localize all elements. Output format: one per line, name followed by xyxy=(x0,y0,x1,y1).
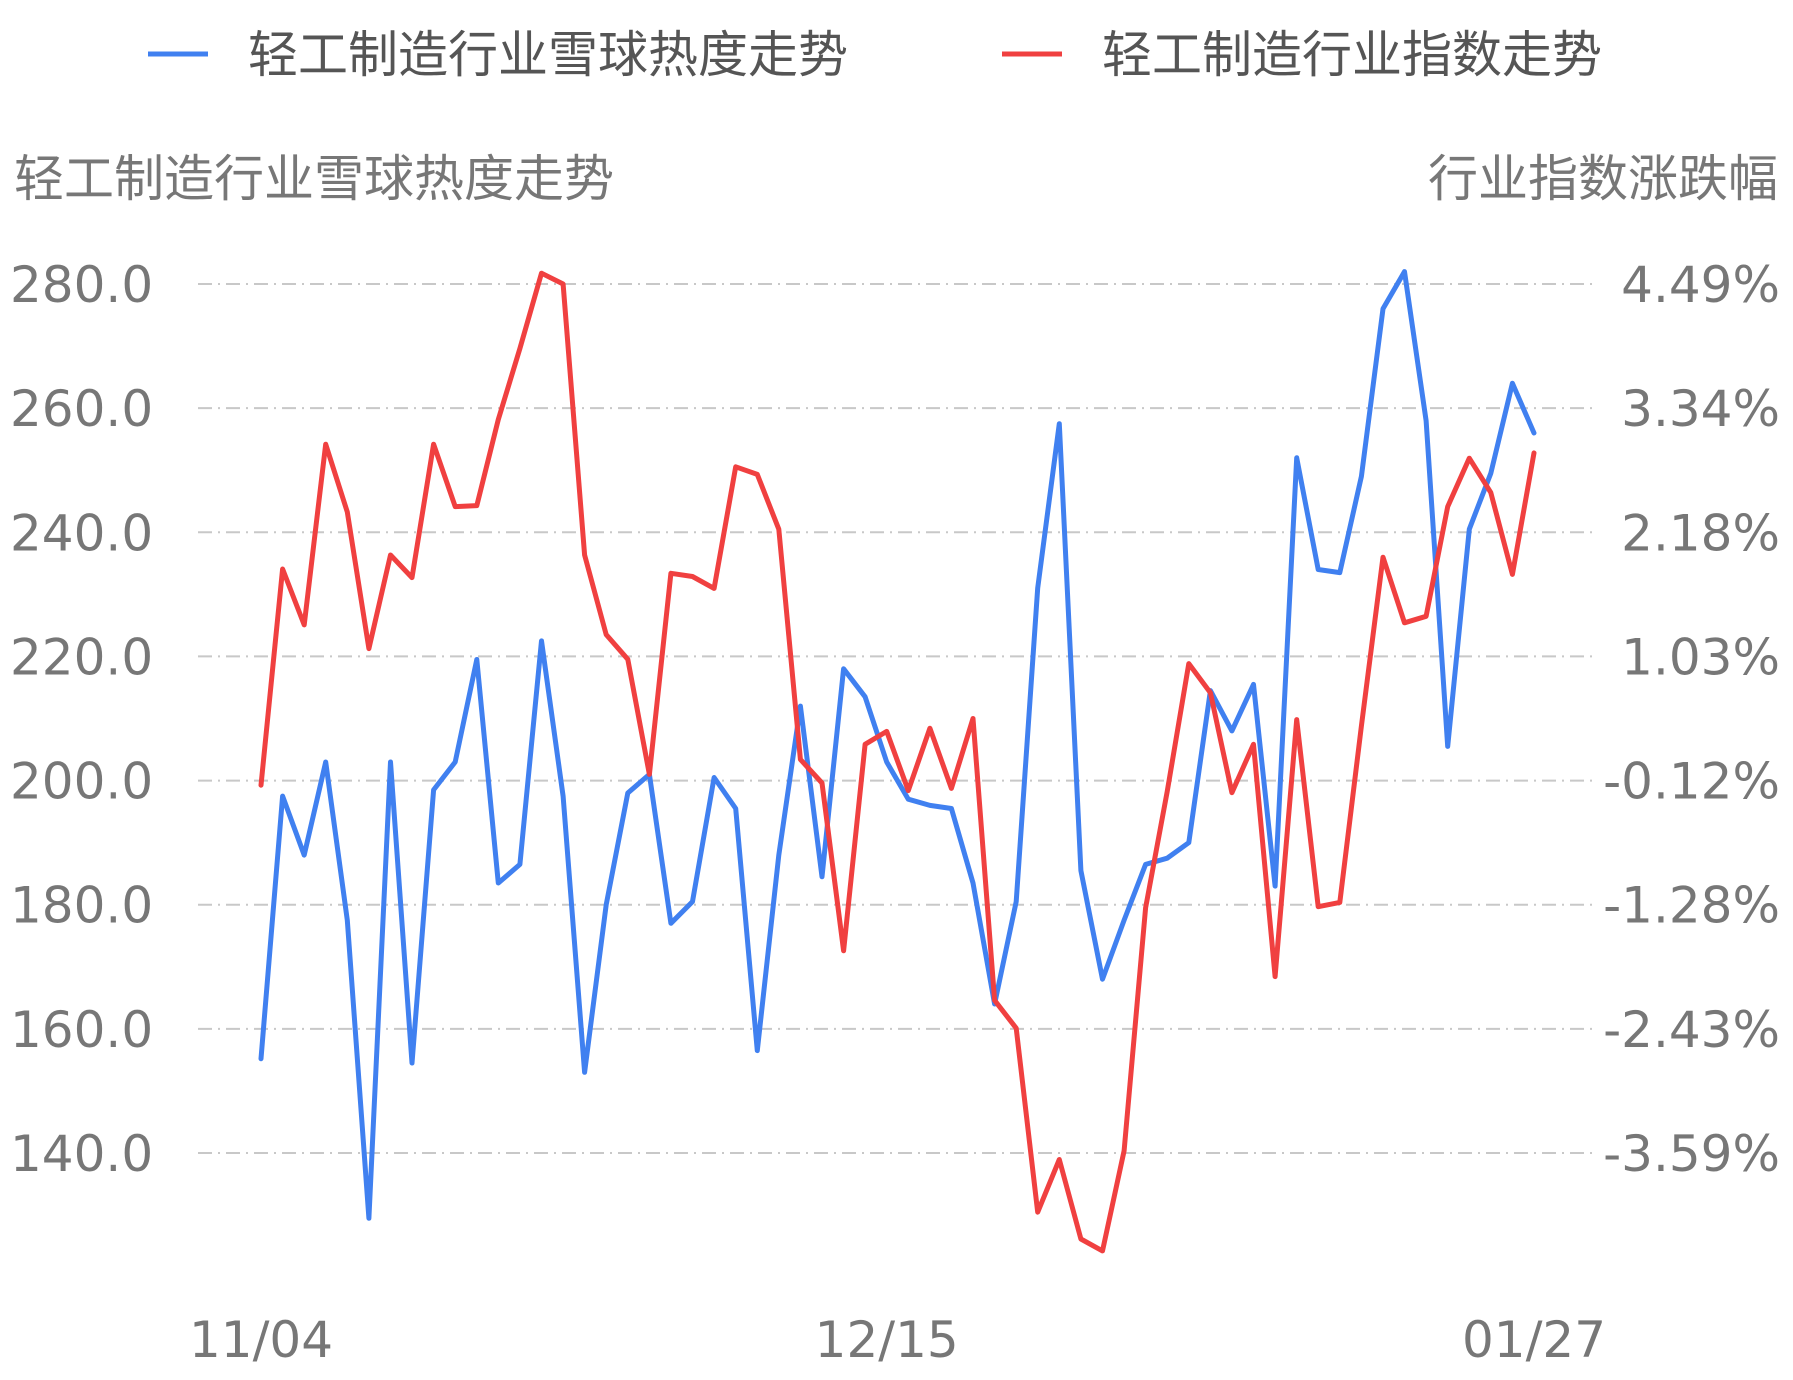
right-tick-label: 4.49% xyxy=(1621,256,1780,314)
x-tick-label: 01/27 xyxy=(1462,1311,1606,1369)
legend-item-heat[interactable]: 轻工制造行业雪球热度走势 xyxy=(148,26,848,84)
left-tick-label: 260.0 xyxy=(10,380,153,438)
x-tick-label: 11/04 xyxy=(189,1311,333,1369)
left-tick-label: 280.0 xyxy=(10,256,153,314)
legend-label-heat: 轻工制造行业雪球热度走势 xyxy=(248,26,848,84)
right-tick-label: -1.28% xyxy=(1603,877,1780,935)
left-axis-ticks: 280.0 260.0 240.0 220.0 200.0 180.0 160.0 140.0 xyxy=(10,256,153,1183)
right-axis-title: 行业指数涨跌幅 xyxy=(1428,150,1778,208)
x-tick-label: 12/15 xyxy=(815,1311,959,1369)
right-tick-label: -3.59% xyxy=(1603,1125,1780,1183)
legend: 轻工制造行业雪球热度走势 轻工制造行业指数走势 xyxy=(148,26,1602,84)
series-lines xyxy=(258,269,1537,1254)
right-tick-label: -0.12% xyxy=(1603,753,1780,811)
left-tick-label: 200.0 xyxy=(10,753,153,811)
left-tick-label: 240.0 xyxy=(10,504,153,562)
legend-label-index: 轻工制造行业指数走势 xyxy=(1102,26,1602,84)
left-axis-title: 轻工制造行业雪球热度走势 xyxy=(14,150,614,208)
left-tick-label: 140.0 xyxy=(10,1125,153,1183)
right-axis-ticks: 4.49% 3.34% 2.18% 1.03% -0.12% -1.28% -2.43% -3… xyxy=(1603,256,1780,1183)
heat-series-line[interactable] xyxy=(258,269,1537,1221)
left-tick-label: 180.0 xyxy=(10,877,153,935)
x-axis-ticks: 11/04 12/15 01/27 xyxy=(189,1311,1606,1369)
left-tick-label: 160.0 xyxy=(10,1001,153,1059)
right-tick-label: 2.18% xyxy=(1621,504,1780,562)
legend-item-index[interactable]: 轻工制造行业指数走势 xyxy=(1002,26,1602,84)
left-tick-label: 220.0 xyxy=(10,628,153,686)
right-tick-label: -2.43% xyxy=(1603,1001,1780,1059)
index-series-line[interactable] xyxy=(258,270,1537,1254)
right-tick-label: 3.34% xyxy=(1621,380,1780,438)
right-tick-label: 1.03% xyxy=(1621,628,1780,686)
